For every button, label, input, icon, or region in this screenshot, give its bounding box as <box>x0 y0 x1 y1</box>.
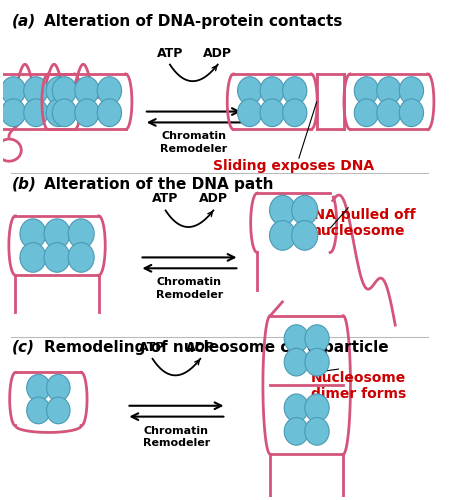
Text: Sliding exposes DNA: Sliding exposes DNA <box>213 158 374 172</box>
Circle shape <box>27 374 50 401</box>
Circle shape <box>305 325 329 352</box>
Circle shape <box>68 219 94 248</box>
Text: (c): (c) <box>12 340 35 355</box>
Text: Chromatin
Remodeler: Chromatin Remodeler <box>160 132 227 154</box>
Circle shape <box>284 348 308 376</box>
Text: Alteration of DNA-protein contacts: Alteration of DNA-protein contacts <box>44 14 343 28</box>
Circle shape <box>47 397 70 424</box>
Circle shape <box>377 76 401 104</box>
Text: ATP: ATP <box>139 341 166 354</box>
Circle shape <box>260 76 284 104</box>
Circle shape <box>46 99 71 126</box>
Circle shape <box>305 394 329 421</box>
Text: ADP: ADP <box>203 46 232 60</box>
Circle shape <box>305 418 329 445</box>
Circle shape <box>237 76 262 104</box>
Circle shape <box>97 76 122 104</box>
Text: Remodeling of nucleosome core particle: Remodeling of nucleosome core particle <box>44 340 389 355</box>
Circle shape <box>44 219 70 248</box>
Circle shape <box>75 76 99 104</box>
Circle shape <box>52 99 77 126</box>
Circle shape <box>354 99 378 126</box>
Text: ADP: ADP <box>186 341 215 354</box>
Circle shape <box>399 99 424 126</box>
Text: (a): (a) <box>12 14 35 28</box>
Circle shape <box>24 76 48 104</box>
Text: (b): (b) <box>12 177 36 192</box>
Circle shape <box>399 76 424 104</box>
Circle shape <box>20 242 46 272</box>
Circle shape <box>354 76 378 104</box>
Circle shape <box>292 220 318 250</box>
Circle shape <box>260 99 284 126</box>
Circle shape <box>284 418 308 445</box>
Circle shape <box>305 348 329 376</box>
Text: ADP: ADP <box>199 192 228 205</box>
Text: Chromatin
Remodeler: Chromatin Remodeler <box>143 426 210 448</box>
Circle shape <box>68 242 94 272</box>
Text: Chromatin
Remodeler: Chromatin Remodeler <box>156 277 223 299</box>
Circle shape <box>44 242 70 272</box>
Circle shape <box>75 99 99 126</box>
Circle shape <box>27 397 50 424</box>
Circle shape <box>24 99 48 126</box>
Circle shape <box>52 76 77 104</box>
Circle shape <box>377 99 401 126</box>
Circle shape <box>270 220 296 250</box>
Text: ATP: ATP <box>157 46 183 60</box>
Text: DNA pulled off
nucleosome: DNA pulled off nucleosome <box>302 208 416 238</box>
Circle shape <box>237 99 262 126</box>
Text: Nucleosome
dimer forms: Nucleosome dimer forms <box>311 371 407 402</box>
Circle shape <box>284 325 308 352</box>
Circle shape <box>1 99 25 126</box>
Text: Alteration of the DNA path: Alteration of the DNA path <box>44 177 273 192</box>
Text: ATP: ATP <box>153 192 179 205</box>
Circle shape <box>292 196 318 225</box>
Circle shape <box>20 219 46 248</box>
Circle shape <box>46 76 71 104</box>
Circle shape <box>283 76 307 104</box>
Circle shape <box>283 99 307 126</box>
Circle shape <box>97 99 122 126</box>
Circle shape <box>1 76 25 104</box>
Circle shape <box>284 394 308 421</box>
Circle shape <box>47 374 70 401</box>
Circle shape <box>270 196 296 225</box>
